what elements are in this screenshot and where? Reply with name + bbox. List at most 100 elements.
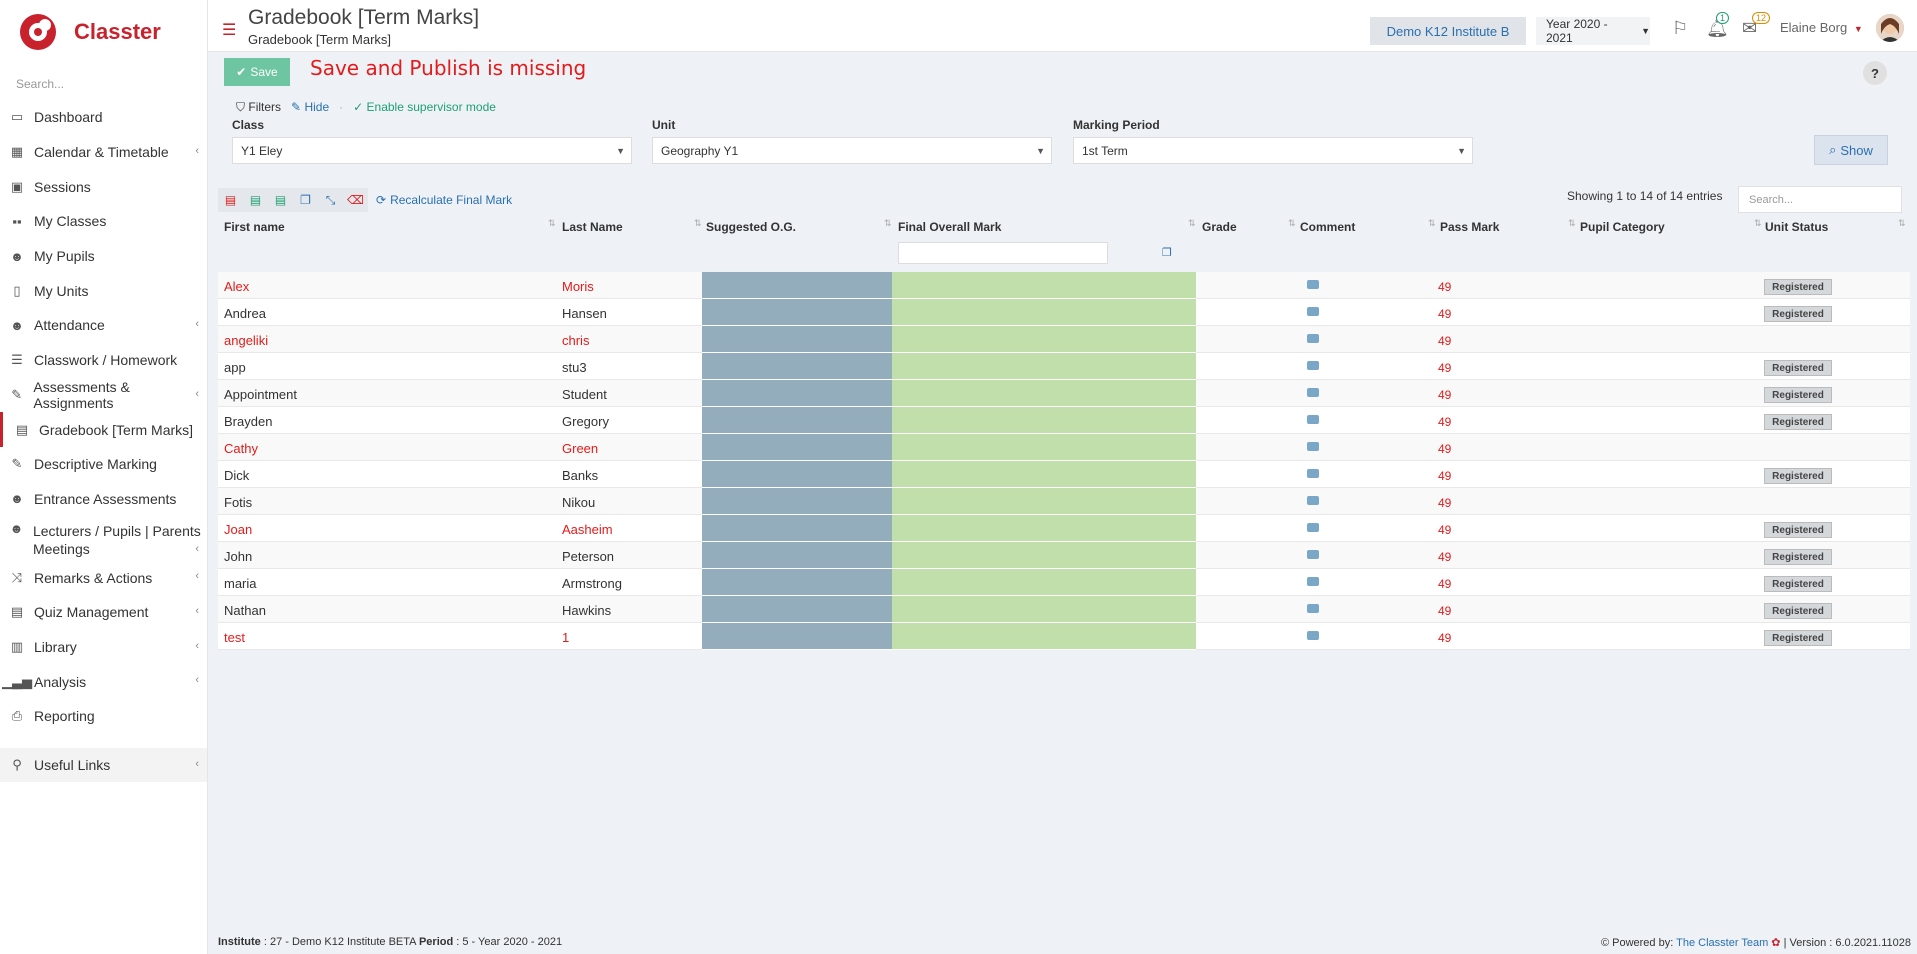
excel-export-icon[interactable]: ▤	[249, 193, 262, 207]
column-header-pass-mark[interactable]: Pass Mark	[1440, 220, 1500, 234]
sidebar-item-gradebook-term-marks[interactable]: ▤ Gradebook [Term Marks]	[0, 412, 207, 447]
column-header-last-name[interactable]: Last Name	[562, 220, 623, 234]
hamburger-menu-icon[interactable]: ☰	[222, 22, 237, 39]
classter-team-link[interactable]: The Classter Team	[1676, 937, 1769, 949]
first-name-cell: Fotis	[224, 495, 253, 510]
comment-icon[interactable]	[1307, 415, 1319, 424]
help-button[interactable]: ?	[1863, 61, 1887, 85]
final-overall-mark-cell[interactable]	[892, 326, 1196, 353]
table-search-input[interactable]: Search...	[1738, 186, 1902, 213]
final-overall-mark-cell[interactable]	[892, 515, 1196, 542]
comment-icon[interactable]	[1307, 334, 1319, 343]
sidebar-item-sessions[interactable]: ▣ Sessions	[0, 169, 207, 204]
sidebar-item-quiz-management[interactable]: ▤ Quiz Management ‹	[0, 595, 207, 630]
final-overall-mark-cell[interactable]	[892, 488, 1196, 515]
final-overall-mark-cell[interactable]	[892, 380, 1196, 407]
flag-icon[interactable]: ⚐	[1672, 18, 1689, 38]
remarks-icon: ⤨	[11, 569, 23, 585]
sort-icon[interactable]: ⇅	[1754, 218, 1762, 228]
comment-icon[interactable]	[1307, 523, 1319, 532]
comment-icon[interactable]	[1307, 550, 1319, 559]
year-select[interactable]: Year 2020 - 2021 ▼	[1536, 17, 1650, 45]
csv-export-icon[interactable]: ▤	[274, 193, 287, 207]
column-header-suggested-o-g[interactable]: Suggested O.G.	[706, 220, 797, 234]
final-overall-mark-cell[interactable]	[892, 461, 1196, 488]
final-overall-mark-cell[interactable]	[892, 299, 1196, 326]
column-header-comment[interactable]: Comment	[1300, 220, 1356, 234]
sidebar-item-calendar-timetable[interactable]: ▦ Calendar & Timetable ‹	[0, 135, 207, 170]
sidebar-item-my-pupils[interactable]: ☻ My Pupils	[0, 239, 207, 274]
sort-icon[interactable]: ⇅	[1188, 218, 1196, 228]
final-overall-mark-cell[interactable]	[892, 596, 1196, 623]
logo[interactable]: Classter	[0, 0, 207, 64]
show-button[interactable]: ⌕ Show	[1814, 135, 1888, 165]
class-select[interactable]: Y1 Eley ▼	[232, 137, 632, 164]
sort-icon[interactable]: ⇅	[548, 218, 556, 228]
sidebar-item-dashboard[interactable]: ▭ Dashboard	[0, 100, 207, 135]
column-header-unit-status[interactable]: Unit Status	[1765, 220, 1829, 234]
sidebar-item-entrance-assessments[interactable]: ☻ Entrance Assessments	[0, 482, 207, 517]
sort-icon[interactable]: ⇅	[694, 218, 702, 228]
comment-icon[interactable]	[1307, 388, 1319, 397]
sidebar-item-descriptive-marking[interactable]: ✎ Descriptive Marking	[0, 447, 207, 482]
comment-icon[interactable]	[1307, 280, 1319, 289]
final-overall-mark-cell[interactable]	[892, 569, 1196, 596]
sidebar-item-lecturers-pupils-parents-meetings[interactable]: ☻ Lecturers / Pupils | Parents Meetings ‹	[0, 516, 207, 560]
first-name-cell: John	[224, 549, 253, 564]
final-overall-mark-cell[interactable]	[892, 272, 1196, 299]
pdf-export-icon[interactable]: ▤	[224, 193, 237, 207]
comment-icon[interactable]	[1307, 361, 1319, 370]
supervisor-mode-toggle[interactable]: ✓ Enable supervisor mode	[353, 100, 496, 114]
final-overall-mark-cell[interactable]	[892, 407, 1196, 434]
unit-select[interactable]: Geography Y1 ▼	[652, 137, 1052, 164]
final-overall-mark-cell[interactable]	[892, 623, 1196, 650]
sort-icon[interactable]: ⇅	[1898, 218, 1906, 228]
column-header-final-overall-mark[interactable]: Final Overall Mark	[898, 220, 1002, 234]
save-button[interactable]: ✔ Save	[224, 58, 290, 86]
hide-filters-link[interactable]: ✎ Hide	[291, 100, 330, 114]
first-name-cell: Cathy	[224, 441, 258, 456]
filters-toggle[interactable]: ⛉ Filters	[236, 100, 282, 114]
comment-icon[interactable]	[1307, 577, 1319, 586]
recalculate-final-mark-button[interactable]: ⟳ Recalculate Final Mark	[368, 188, 521, 212]
final-overall-mark-cell[interactable]	[892, 434, 1196, 461]
sidebar-item-my-units[interactable]: ▯ My Units	[0, 273, 207, 308]
sidebar-search-input[interactable]: Search...	[16, 77, 65, 91]
comment-icon[interactable]	[1307, 307, 1319, 316]
mail-icon[interactable]: ✉ 12	[1742, 12, 1771, 39]
column-header-grade[interactable]: Grade	[1202, 220, 1237, 234]
compress-icon[interactable]: ⤡	[325, 192, 336, 207]
sidebar-item-assessments-assignments[interactable]: ✎ Assessments & Assignments ‹	[0, 378, 207, 413]
comment-icon[interactable]	[1307, 496, 1319, 505]
comment-icon[interactable]	[1307, 604, 1319, 613]
sidebar-item-remarks-actions[interactable]: ⤨ Remarks & Actions ‹	[0, 560, 207, 595]
sidebar-item-library[interactable]: ▥ Library ‹	[0, 630, 207, 665]
comment-icon[interactable]	[1307, 442, 1319, 451]
eraser-icon[interactable]: ⌫	[347, 193, 364, 207]
institute-button[interactable]: Demo K12 Institute B	[1370, 17, 1526, 45]
sort-icon[interactable]: ⇅	[1568, 218, 1576, 228]
final-overall-mark-cell[interactable]	[892, 542, 1196, 569]
gradebook-icon: ▤	[15, 421, 29, 437]
sidebar-item-attendance[interactable]: ☻ Attendance ‹	[0, 308, 207, 343]
column-header-first-name[interactable]: First name	[224, 220, 285, 234]
comment-icon[interactable]	[1307, 469, 1319, 478]
sort-icon[interactable]: ⇅	[1428, 218, 1436, 228]
sidebar-item-useful-links[interactable]: ⚲ Useful Links ‹	[0, 747, 207, 783]
avatar[interactable]	[1876, 14, 1904, 42]
copy-down-icon[interactable]: ❐	[1162, 247, 1172, 259]
sidebar-item-analysis[interactable]: ▁▃▅ Analysis ‹	[0, 664, 207, 699]
sort-icon[interactable]: ⇅	[884, 218, 892, 228]
sidebar-item-classwork-homework[interactable]: ☰ Classwork / Homework	[0, 343, 207, 378]
sort-icon[interactable]: ⇅	[1288, 218, 1296, 228]
user-menu[interactable]: Elaine Borg ▼	[1780, 20, 1863, 35]
marking-period-select[interactable]: 1st Term ▼	[1073, 137, 1473, 164]
column-header-pupil-category[interactable]: Pupil Category	[1580, 220, 1665, 234]
final-mark-bulk-input[interactable]	[898, 242, 1108, 264]
comment-icon[interactable]	[1307, 631, 1319, 640]
final-overall-mark-cell[interactable]	[892, 353, 1196, 380]
bell-icon[interactable]: 🔔︎ 1	[1706, 12, 1730, 38]
sidebar-item-reporting[interactable]: ⎙ Reporting	[0, 699, 207, 734]
copy-icon[interactable]: ❐	[300, 193, 311, 207]
sidebar-item-my-classes[interactable]: ▪▪ My Classes	[0, 204, 207, 239]
